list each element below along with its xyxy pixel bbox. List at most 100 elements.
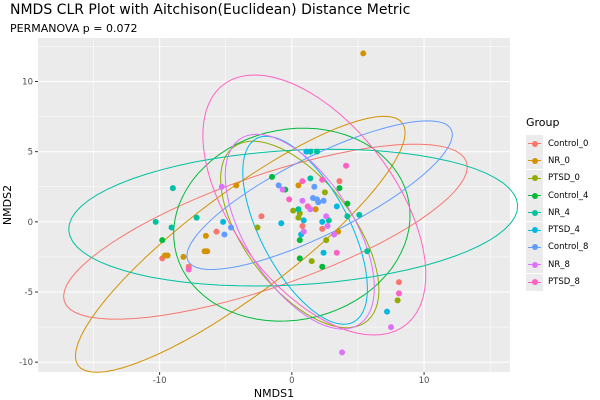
data-point-control-0 (258, 213, 265, 220)
legend-key-icon (526, 221, 543, 239)
legend-label: NR_8 (548, 259, 570, 270)
legend-item: Control_8 (526, 238, 589, 256)
data-point-nr-4 (307, 175, 314, 182)
data-point-control-8 (275, 182, 282, 189)
data-point-nr-8 (218, 183, 225, 190)
data-point-nr-4 (364, 248, 371, 255)
legend-key-icon (526, 169, 543, 187)
data-point-control-4 (296, 237, 303, 244)
data-point-ptsd-4 (300, 217, 307, 224)
data-point-control-4 (269, 173, 276, 180)
data-point-control-0 (299, 223, 306, 230)
data-point-ptsd-0 (290, 207, 297, 214)
ellipse-control-4 (173, 127, 411, 322)
data-point-nr-8 (323, 213, 330, 220)
data-point-ptsd-4 (319, 218, 326, 225)
data-point-nr-8 (300, 228, 307, 235)
data-point-control-4 (296, 255, 303, 262)
data-point-control-8 (228, 224, 235, 231)
data-point-ptsd-4 (278, 220, 285, 227)
data-point-nr-0 (204, 248, 211, 255)
legend-key-icon (526, 273, 543, 291)
x-tick-label: 0 (289, 376, 294, 386)
ellipse-control-8 (186, 120, 453, 271)
data-point-nr-0 (233, 182, 240, 189)
data-point-ptsd-8 (304, 203, 311, 210)
legend-label: NR_4 (548, 207, 570, 218)
data-point-ptsd-0 (295, 214, 302, 221)
legend-key-icon (526, 152, 543, 170)
x-tick-label: -10 (153, 376, 167, 386)
data-point-nr-4 (169, 185, 176, 192)
data-point-nr-8 (388, 324, 395, 331)
data-point-ptsd-8 (343, 162, 350, 169)
data-point-nr-4 (152, 218, 159, 225)
legend-item: PTSD_4 (526, 221, 588, 239)
y-tick-label: -5 (25, 288, 33, 298)
legend-key-icon (526, 135, 543, 153)
ellipse-ptsd-4 (242, 135, 368, 325)
ellipse-nr-0 (74, 115, 406, 373)
data-point-ptsd-8 (333, 249, 340, 256)
data-point-control-0 (319, 225, 326, 232)
data-point-ptsd-8 (395, 290, 402, 297)
data-point-nr-4 (313, 148, 320, 155)
legend: Group Control_0 NR_0 PTSD_0 Control_4 NR_4 PT… (526, 116, 588, 291)
legend-item: Control_0 (526, 135, 588, 153)
data-point-control-0 (395, 279, 402, 286)
x-tick-label: 10 (419, 376, 430, 386)
legend-key-icon (526, 256, 543, 274)
data-point-control-8 (311, 183, 318, 190)
data-point-nr-0 (312, 206, 319, 213)
legend-label: Control_4 (548, 190, 589, 201)
plot-panel (38, 38, 510, 372)
legend-key-icon (526, 187, 543, 205)
data-point-ptsd-8 (299, 178, 306, 185)
legend-label: PTSD_0 (548, 173, 580, 184)
data-point-nr-0 (164, 252, 171, 259)
data-point-nr-4 (168, 224, 175, 231)
data-point-control-4 (344, 200, 351, 207)
data-point-ptsd-8 (286, 196, 293, 203)
data-point-nr-8 (279, 186, 286, 193)
data-point-control-0 (213, 228, 220, 235)
data-point-control-4 (159, 237, 166, 244)
data-point-nr-4 (295, 206, 302, 213)
legend-item: PTSD_0 (526, 169, 588, 187)
ellipse-ptsd-8 (202, 74, 427, 336)
legend-label: NR_0 (548, 155, 570, 166)
legend-title: Group (526, 116, 560, 129)
ellipse-nr-4 (68, 148, 519, 287)
data-point-control-8 (320, 197, 327, 204)
data-point-ptsd-8 (185, 266, 192, 273)
legend-label: Control_8 (548, 242, 589, 253)
legend-item: NR_0 (526, 152, 588, 170)
data-point-ptsd-4 (220, 218, 227, 225)
data-point-ptsd-0 (254, 224, 261, 231)
data-point-control-4 (336, 185, 343, 192)
data-point-nr-8 (299, 197, 306, 204)
y-tick-label: 5 (28, 148, 33, 158)
data-point-nr-0 (180, 253, 187, 260)
data-point-control-8 (315, 199, 322, 206)
data-point-ptsd-0 (308, 258, 315, 265)
data-point-nr-0 (295, 182, 302, 189)
data-point-ptsd-4 (320, 249, 327, 256)
data-point-nr-4 (344, 213, 351, 220)
data-point-ptsd-0 (394, 297, 401, 304)
data-point-nr-4 (356, 211, 363, 218)
data-point-nr-8 (331, 231, 338, 238)
chart-subtitle: PERMANOVA p = 0.072 (10, 22, 138, 35)
data-point-ptsd-8 (319, 176, 326, 183)
y-axis-label: NMDS2 (1, 185, 14, 225)
legend-label: PTSD_4 (548, 225, 580, 236)
ellipse-control-0 (63, 143, 468, 320)
legend-key-icon (526, 204, 543, 222)
y-tick-label: 0 (28, 218, 33, 228)
data-point-nr-8 (339, 349, 346, 356)
data-point-ptsd-0 (323, 237, 330, 244)
chart-title: NMDS CLR Plot with Aitchison(Euclidean) … (10, 2, 411, 18)
data-point-nr-4 (193, 214, 200, 221)
